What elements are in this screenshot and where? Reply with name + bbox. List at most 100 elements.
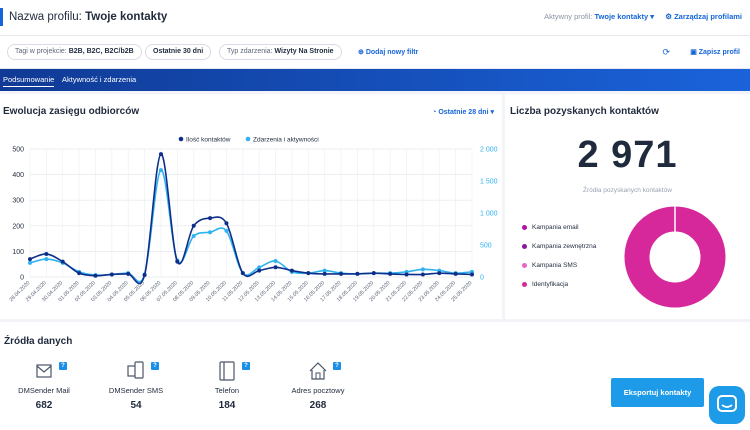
source-dmsender-mail: ? DMSender Mail 682 (4, 360, 84, 411)
y-right-tick-label: 500 (480, 243, 492, 250)
add-filter-button[interactable]: ⊕ Dodaj nowy filtr (358, 49, 419, 56)
y-right-tick-label: 0 (480, 275, 484, 282)
active-profile-select[interactable]: Aktywny profil: Twoje kontakty ▾ (544, 12, 654, 21)
point-contacts (257, 268, 262, 273)
chat-icon (717, 395, 737, 412)
event-type-filter-chip[interactable]: Typ zdarzenia: Wizyty Na Stronie (219, 44, 342, 60)
point-events (322, 268, 327, 273)
help-icon[interactable]: ? (151, 362, 159, 370)
legend-external-campaign: Kampania zewnętrzna (522, 243, 596, 250)
export-contacts-button[interactable]: Eksportuj kontakty (611, 378, 704, 407)
phone-icon (219, 361, 235, 381)
manage-profiles-link[interactable]: ⚙ Zarządzaj profilami (665, 12, 742, 21)
y-right-tick-label: 2 000 (480, 147, 498, 154)
tab-summary[interactable]: Podsumowanie (3, 75, 55, 87)
point-events (273, 259, 278, 263)
y-left-tick-label: 300 (12, 198, 24, 205)
legend-dot (522, 243, 527, 249)
reach-title: Ewolucja zasięgu odbiorców (3, 106, 140, 117)
point-events (257, 265, 262, 270)
save-profile-button[interactable]: ▣ Zapisz profil (690, 49, 740, 56)
y-right-tick-label: 1 000 (480, 211, 498, 218)
contacts-title: Liczba pozyskanych kontaktów (510, 106, 659, 117)
point-events (420, 267, 425, 272)
point-contacts (93, 273, 98, 278)
point-contacts (224, 221, 229, 226)
sources-title: Źródła danych (4, 336, 73, 347)
help-icon[interactable]: ? (333, 362, 341, 370)
chevron-down-icon: ▾ (650, 12, 654, 21)
legend-identification: Identyfikacja (522, 281, 568, 288)
y-left-tick-label: 0 (20, 275, 24, 282)
point-contacts (126, 271, 131, 276)
legend-label: Zdarzenia i aktywności (253, 137, 319, 144)
mail-icon (36, 364, 52, 378)
point-events (28, 260, 32, 265)
help-icon[interactable]: ? (59, 362, 67, 370)
y-left-tick-label: 500 (12, 147, 24, 154)
y-left-tick-label: 100 (12, 249, 24, 256)
tab-activity[interactable]: Aktywność i zdarzenia (62, 75, 137, 84)
save-icon: ▣ (690, 49, 699, 56)
source-dmsender-sms: ? DMSender SMS 54 (96, 360, 176, 411)
house-icon (309, 362, 327, 380)
help-icon[interactable]: ? (242, 362, 250, 370)
series-line-contacts (29, 153, 473, 285)
point-events (191, 234, 196, 239)
point-contacts (28, 257, 32, 262)
tags-filter-chip[interactable]: Tagi w projekcie: B2B, B2C, B2C/b2B (7, 44, 142, 60)
plus-circle-icon: ⊕ (358, 49, 366, 56)
period-filter-chip[interactable]: Ostatnie 30 dni (145, 44, 212, 60)
chat-widget-button[interactable] (709, 386, 745, 424)
point-contacts (158, 152, 163, 157)
profile-name: Twoje kontakty (85, 11, 168, 23)
point-contacts (470, 272, 474, 277)
legend-email-campaign: Kampania email (522, 224, 579, 231)
point-contacts (44, 251, 49, 256)
point-contacts (437, 271, 442, 276)
point-contacts (289, 268, 294, 273)
data-sources-panel: Źródła danych ? DMSender Mail 682 ? DMSe… (0, 322, 750, 430)
point-contacts (240, 271, 245, 276)
clock-icon: ◔ (432, 109, 439, 116)
point-events (158, 168, 163, 173)
y-right-tick-label: 1 500 (480, 179, 498, 186)
legend-dot (522, 262, 527, 268)
refresh-icon[interactable]: ⟳ (662, 47, 670, 57)
point-contacts (191, 223, 196, 228)
legend-label: Ilość kontaktów (186, 137, 231, 144)
y-left-tick-label: 200 (12, 223, 24, 230)
filter-bar: Tagi w projekcie: B2B, B2C, B2C/b2B Osta… (0, 36, 750, 69)
contacts-total: 2 971 (577, 134, 678, 176)
point-contacts (420, 272, 425, 277)
legend-dot (522, 281, 527, 287)
point-contacts (77, 271, 82, 276)
point-contacts (453, 271, 458, 276)
point-contacts (355, 271, 360, 276)
point-contacts (142, 272, 147, 277)
users-icon: ⚙ (665, 12, 675, 21)
reach-chart-panel: 0 100 200 300 400 500 0 500 1 000 1 500 2 000 28.04… (0, 94, 502, 319)
range-select[interactable]: ◔ Ostatnie 28 dni ▾ (432, 109, 494, 116)
point-contacts (322, 271, 327, 276)
point-contacts (388, 271, 393, 276)
point-contacts (339, 271, 344, 276)
legend-dot (522, 224, 527, 230)
source-phone: ? Telefon 184 (187, 360, 267, 411)
title-accent (0, 8, 3, 26)
chevron-down-icon: ▾ (488, 109, 494, 116)
point-contacts (273, 265, 278, 270)
tab-bar: Podsumowanie Aktywność i zdarzenia (0, 69, 750, 91)
point-contacts (306, 271, 311, 276)
y-left-tick-label: 400 (12, 172, 24, 179)
contacts-donut-chart (624, 206, 726, 308)
point-events (208, 230, 213, 235)
contacts-subtitle: Źródła pozyskanych kontaktów (583, 187, 672, 194)
point-contacts (175, 259, 180, 264)
sms-icon (127, 361, 144, 379)
point-contacts (404, 272, 409, 277)
source-postal-address: ? Adres pocztowy 268 (278, 360, 358, 411)
point-contacts (60, 259, 65, 264)
contacts-count-panel: Liczba pozyskanych kontaktów 2 971 Źródł… (505, 94, 750, 319)
